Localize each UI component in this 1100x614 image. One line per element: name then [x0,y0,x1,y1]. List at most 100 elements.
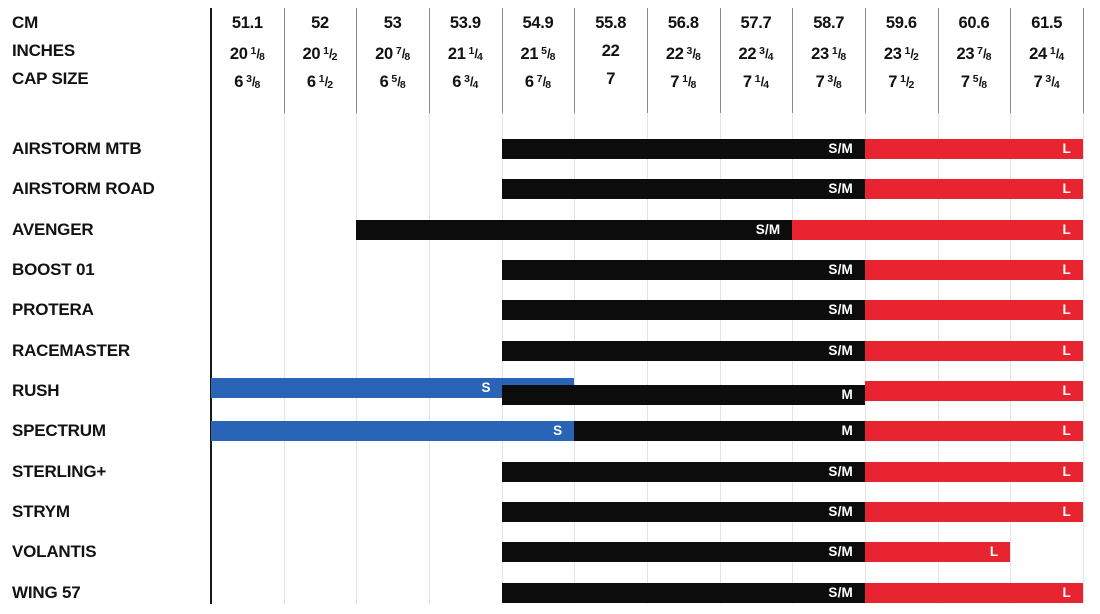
header-column: 53.9 21 1/4 6 3/4 [429,9,502,93]
model-row: S/M L [211,130,1083,170]
grid-line-header [647,8,648,113]
header-value-cm: 52 [311,14,329,32]
size-bar-l: L [865,139,1083,159]
size-label: M [841,423,853,439]
header-value-inches: 22 3/4 [738,45,774,63]
size-label: S/M [755,221,781,237]
size-bar-s-m: S/M [501,300,865,321]
header-column: 53 20 7/8 6 5/8 [356,9,429,93]
grid-line-body [284,113,285,604]
header-value-cap-size: 6 7/8 [524,73,552,91]
header-value-inches: 23 1/2 [883,45,919,63]
size-label: L [1062,383,1071,398]
size-bar-s-m: S/M [501,139,865,159]
header-column: 51.1 20 1/8 6 3/8 [211,9,284,93]
header-value-inches: 22 [601,42,620,60]
size-label: S/M [828,504,853,519]
header-value-cm: 61.5 [1031,14,1063,32]
header-value-cm: 51.1 [231,14,263,32]
size-bar-s-m: S/M [501,582,865,603]
model-row: S/M L [211,332,1083,372]
header-value-inches: 20 1/8 [229,45,265,63]
size-bar-l: L [865,461,1083,482]
size-bar-l: L [792,219,1083,240]
size-bar-m: M [501,385,865,405]
size-label: S/M [828,141,853,156]
size-label: S/M [828,463,853,479]
size-label: S/M [828,544,853,560]
header-column: 52 20 1/2 6 1/2 [284,9,357,93]
size-label: M [841,387,853,402]
grid-line-header [1010,8,1011,113]
size-label: S/M [828,342,853,358]
header-value-cm: 53 [383,14,402,32]
size-label: L [1062,181,1071,197]
size-label: L [1062,342,1071,358]
header-value-cap-size: 7 1/2 [888,73,915,91]
header-value-cm: 59.6 [885,14,917,32]
size-bar-s-m: S/M [501,542,865,563]
model-label: PROTERA [12,300,94,320]
header-column: 54.9 21 5/8 6 7/8 [502,9,575,93]
size-label: S [481,380,491,395]
grid-line-body [356,113,357,604]
grid-line-header [356,8,357,113]
size-bar-s-m: S/M [501,260,865,280]
header-value-inches: 20 1/2 [302,45,338,63]
size-bar-l: L [865,582,1083,603]
model-label: AVENGER [12,219,94,239]
axis-line [210,8,212,604]
header-value-cm: 58.7 [813,14,845,32]
header-value-cap-size: 6 5/8 [379,73,406,91]
header-column: 56.8 22 3/8 7 1/8 [647,9,720,93]
model-row: S/M L [211,251,1083,291]
size-bar-s: S [211,421,575,442]
header-value-cap-size: 7 3/4 [1033,73,1060,91]
header-value-cap-size: 7 5/8 [960,73,988,91]
size-label: L [1062,584,1071,600]
size-label: L [1062,302,1071,318]
header-value-inches: 23 1/8 [811,45,847,63]
size-label: L [1062,504,1071,519]
size-bar-s-m: S/M [501,340,865,361]
size-bar-s-m: S/M [501,461,865,482]
header-value-cap-size: 7 3/8 [815,73,842,91]
grid-line-body [429,113,430,604]
size-bar-l: L [865,502,1083,522]
grid-line-body [1083,113,1084,604]
size-label: L [1062,463,1071,479]
header-value-cap-size: 6 1/2 [306,73,334,91]
model-label: STERLING+ [12,461,107,481]
size-label: L [1062,262,1071,277]
size-label: S/M [828,262,853,277]
header-value-inches: 23 7/8 [956,45,992,63]
size-label: S [553,423,563,439]
size-label: S/M [828,302,853,318]
header-value-cm: 55.8 [595,14,627,32]
size-bar-s-m: S/M [356,219,793,240]
size-label: L [1062,423,1071,439]
model-row: S/M L [211,170,1083,210]
header-value-inches: 20 7/8 [375,45,411,63]
size-bar-m: M [574,421,865,442]
header-value-inches: 24 1/4 [1029,45,1065,63]
header-value-cap-size: 7 [606,70,616,88]
model-label: STRYM [12,502,70,521]
header-column: 59.6 23 1/2 7 1/2 [865,9,938,93]
size-bar-s-m: S/M [501,502,865,522]
model-label: SPECTRUM [12,421,106,441]
grid-line-header [938,8,939,113]
header-value-cm: 54.9 [522,14,554,32]
header-column: 60.6 23 7/8 7 5/8 [938,9,1011,93]
model-label: VOLANTIS [12,542,97,562]
model-label: RACEMASTER [12,340,130,360]
header-value-cap-size: 7 1/4 [742,73,770,91]
model-label: AIRSTORM ROAD [12,179,155,199]
header-column: 57.7 22 3/4 7 1/4 [720,9,793,93]
size-label: L [1062,221,1071,237]
header-value-cm: 60.6 [958,14,990,32]
model-row: S/M L [211,574,1083,614]
header-value-inches: 21 5/8 [520,45,556,63]
